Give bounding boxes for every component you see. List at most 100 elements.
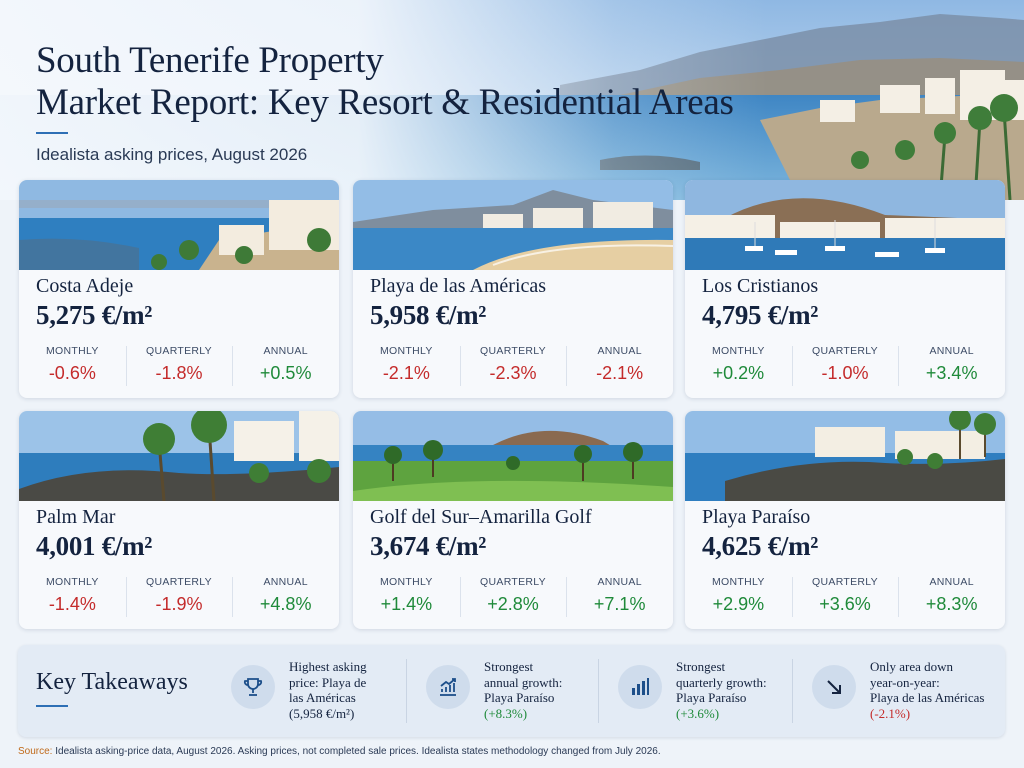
stat-monthly: MONTHLY +2.9% [685,573,792,621]
trend-up-icon [426,665,470,709]
stat-quarterly: QUARTERLY -1.9% [125,573,233,621]
stat-label: ANNUAL [263,576,308,588]
stat-label: MONTHLY [712,576,765,588]
takeaway-line: price: Playa de [289,674,367,690]
takeaway-line: Strongest [676,659,726,674]
area-stats: MONTHLY -0.6% QUARTERLY -1.8% ANNUAL +0.5% [19,342,339,390]
source-note: Source: Idealista asking-price data, Aug… [18,746,661,757]
stat-value: +3.4% [925,363,978,383]
area-photo [19,180,339,270]
area-price: 4,795 €/m² [702,300,819,330]
takeaway-line: Playa Paraíso [484,690,555,705]
stat-label: ANNUAL [597,345,642,357]
stat-label: MONTHLY [712,345,765,357]
takeaway-line: Highest asking [289,659,367,674]
area-name: Palm Mar [36,506,116,528]
hero-fade-overlay [0,0,1024,200]
area-card: Golf del Sur–Amarilla Golf 3,674 €/m² MONT… [353,411,673,629]
takeaway-divider [406,659,407,723]
stat-label: MONTHLY [380,576,433,588]
area-name: Los Cristianos [702,275,819,297]
area-price: 3,674 €/m² [370,531,487,561]
takeaway-line: (-2.1%) [870,705,911,721]
takeaway-line: las Américas [289,690,356,705]
title-line-1: South Tenerife Property [36,40,384,81]
takeaway-line: Playa Paraíso [676,690,747,705]
stat-label: QUARTERLY [812,345,878,357]
takeaway-line: quarterly growth: [676,674,767,690]
title-line-2: Market Report: Key Resort & Residential … [36,82,734,123]
stat-annual: ANNUAL +4.8% [232,573,339,621]
takeaway-line: (5,958 €/m²) [289,705,355,721]
source-text: Idealista asking-price data, August 2026… [52,746,661,757]
stat-value: -1.9% [155,594,203,614]
takeaway-text: Highest asking price: Playa de las Améri… [289,659,419,721]
stat-value: -2.3% [489,363,537,383]
takeaway-line: (+3.6%) [676,705,720,721]
stat-label: ANNUAL [263,345,308,357]
area-stats: MONTHLY +1.4% QUARTERLY +2.8% ANNUAL +7.1% [353,573,673,621]
takeaway-text: Only area down year-on-year: Playa de la… [870,659,1020,721]
stat-monthly: MONTHLY +1.4% [353,573,460,621]
takeaway-line: Strongest [484,659,534,674]
stat-value: +2.8% [487,594,539,614]
stat-quarterly: QUARTERLY -1.8% [125,342,233,390]
bar-chart-icon [618,665,662,709]
area-photo [353,180,673,270]
page-title: South Tenerife Property Market Report: K… [36,40,836,124]
stat-value: +0.2% [712,363,765,383]
takeaway-text: Strongest quarterly growth: Playa Paraís… [676,659,806,721]
stat-value: +1.4% [380,594,433,614]
area-price: 4,625 €/m² [702,531,819,561]
area-stats: MONTHLY -1.4% QUARTERLY -1.9% ANNUAL +4.8% [19,573,339,621]
takeaway-line: year-on-year: [870,674,940,690]
key-takeaways-title: Key Takeaways [36,669,188,695]
hero-background [0,0,1024,200]
takeaway-line: (+8.3%) [484,705,528,721]
stat-value: -1.8% [155,363,203,383]
area-photo [19,411,339,501]
stat-monthly: MONTHLY -0.6% [19,342,126,390]
area-card: Los Cristianos 4,795 €/m² MONTHLY +0.2% QUAR… [685,180,1005,398]
stat-monthly: MONTHLY -2.1% [353,342,460,390]
area-price: 5,958 €/m² [370,300,487,330]
stat-label: ANNUAL [929,576,974,588]
stat-monthly: MONTHLY +0.2% [685,342,792,390]
stat-annual: ANNUAL +0.5% [232,342,339,390]
stat-quarterly: QUARTERLY -1.0% [791,342,899,390]
area-card: Playa de las Américas 5,958 €/m² MONTHLY -2… [353,180,673,398]
stat-annual: ANNUAL +7.1% [566,573,673,621]
area-stats: MONTHLY +2.9% QUARTERLY +3.6% ANNUAL +8.3% [685,573,1005,621]
takeaway-line: Playa de las Américas [870,690,985,705]
source-label: Source: [18,746,53,757]
takeaway-divider [792,659,793,723]
area-card: Playa Paraíso 4,625 €/m² MONTHLY +2.9% QUART… [685,411,1005,629]
stat-label: QUARTERLY [146,345,212,357]
area-name: Costa Adeje [36,275,134,297]
area-stats: MONTHLY -2.1% QUARTERLY -2.3% ANNUAL -2.1% [353,342,673,390]
stat-quarterly: QUARTERLY +3.6% [791,573,899,621]
takeaway-text: Strongest annual growth: Playa Paraíso (… [484,659,614,721]
area-photo [685,411,1005,501]
key-takeaways-divider [36,705,68,707]
area-photo [685,180,1005,270]
area-name: Golf del Sur–Amarilla Golf [370,506,592,528]
takeaway-line: Only area down [870,659,954,674]
trophy-icon [231,665,275,709]
stat-value: +4.8% [259,594,312,614]
stat-label: QUARTERLY [812,576,878,588]
key-takeaways-panel: Key Takeaways Highest asking price: Play… [18,645,1005,737]
stat-value: -2.1% [596,363,644,383]
stat-label: QUARTERLY [480,576,546,588]
stat-label: MONTHLY [380,345,433,357]
stat-label: QUARTERLY [146,576,212,588]
stat-quarterly: QUARTERLY +2.8% [459,573,567,621]
stat-value: +8.3% [925,594,978,614]
stat-value: -1.0% [821,363,869,383]
stat-value: +7.1% [593,594,646,614]
area-stats: MONTHLY +0.2% QUARTERLY -1.0% ANNUAL +3.4% [685,342,1005,390]
stat-quarterly: QUARTERLY -2.3% [459,342,567,390]
stat-label: ANNUAL [597,576,642,588]
area-name: Playa de las Américas [370,275,547,297]
stat-annual: ANNUAL +3.4% [898,342,1005,390]
